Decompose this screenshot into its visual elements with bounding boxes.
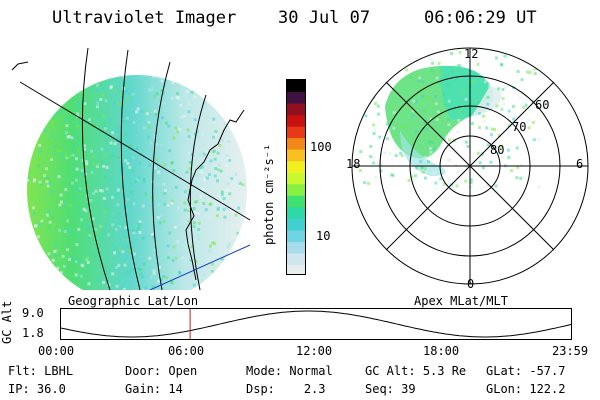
colorbar-segment [287,172,305,185]
coastline-fragment [11,61,29,71]
image-date: 30 Jul 07 [278,8,371,28]
polar-grid [351,47,589,285]
mlat-label-80: 80 [490,143,505,157]
colorbar-segment [287,114,305,127]
instrument-title: Ultraviolet Imager [52,8,237,28]
colorbar-segment [287,91,305,104]
altitude-tick-high: 9.0 [22,306,44,320]
time-tick-3: 18:00 [423,344,460,358]
status-door: Door: Open [125,364,198,378]
colorbar-segment [287,206,305,219]
image-time: 06:06:29 UT [424,8,537,28]
colorbar-segment [287,229,305,242]
geographic-caption: Geographic Lat/Lon [68,294,199,308]
colorbar-segment [287,183,305,196]
status-gain: Gain: 14 [125,382,183,396]
mlt-label-left: 18 [346,157,361,171]
colorbar-unit-label: photon cm⁻²s⁻¹ [262,143,276,245]
mlt-label-right: 6 [576,157,584,171]
apex-caption: Apex MLat/MLT [414,294,508,308]
altitude-curve [60,310,573,338]
colorbar-segment [287,103,305,116]
altitude-axis-label: GC Alt [0,300,14,344]
colorbar-segment [287,149,305,162]
status-dsp: Dsp: 2.3 [246,382,326,396]
status-filter: Flt: LBHL [8,364,74,378]
altitude-plot [60,308,573,340]
time-tick-0: 00:00 [38,344,75,358]
colorbar-tick-100: 100 [310,140,332,154]
mlt-label-top: 12 [464,47,479,61]
status-ip: IP: 36.0 [8,382,66,396]
geographic-image [11,47,251,290]
colorbar-segment [287,160,305,173]
colorbar [286,79,306,275]
time-tick-4: 23:59 [552,344,589,358]
polar-auroral-oval [352,48,542,189]
colorbar-segment [287,264,305,274]
status-glon: GLon: 122.2 [486,382,566,396]
colorbar-segment [287,252,305,265]
colorbar-segment [287,218,305,231]
graticule-lines [19,47,251,290]
colorbar-segment [287,241,305,254]
mlat-label-70: 70 [512,120,527,134]
colorbar-segment [287,126,305,139]
colorbar-segment [287,137,305,150]
auroral-emission-disc [27,75,247,290]
colorbar-tick-10: 10 [316,229,331,243]
status-mode: Mode: Normal [246,364,333,378]
time-tick-1: 06:00 [168,344,205,358]
status-glat: GLat: -57.7 [486,364,566,378]
altitude-plot-frame [60,308,572,340]
colorbar-segment [287,80,305,93]
time-tick-2: 12:00 [296,344,333,358]
coastline [185,109,245,281]
colorbar-segment [287,195,305,208]
status-seq: Seq: 39 [365,382,416,396]
mlat-label-60: 60 [535,98,550,112]
altitude-tick-low: 1.8 [22,326,44,340]
mlt-label-bottom: 0 [467,277,475,291]
polar-plot [351,47,589,285]
status-gc-alt: GC Alt: 5.3 Re [365,364,467,378]
